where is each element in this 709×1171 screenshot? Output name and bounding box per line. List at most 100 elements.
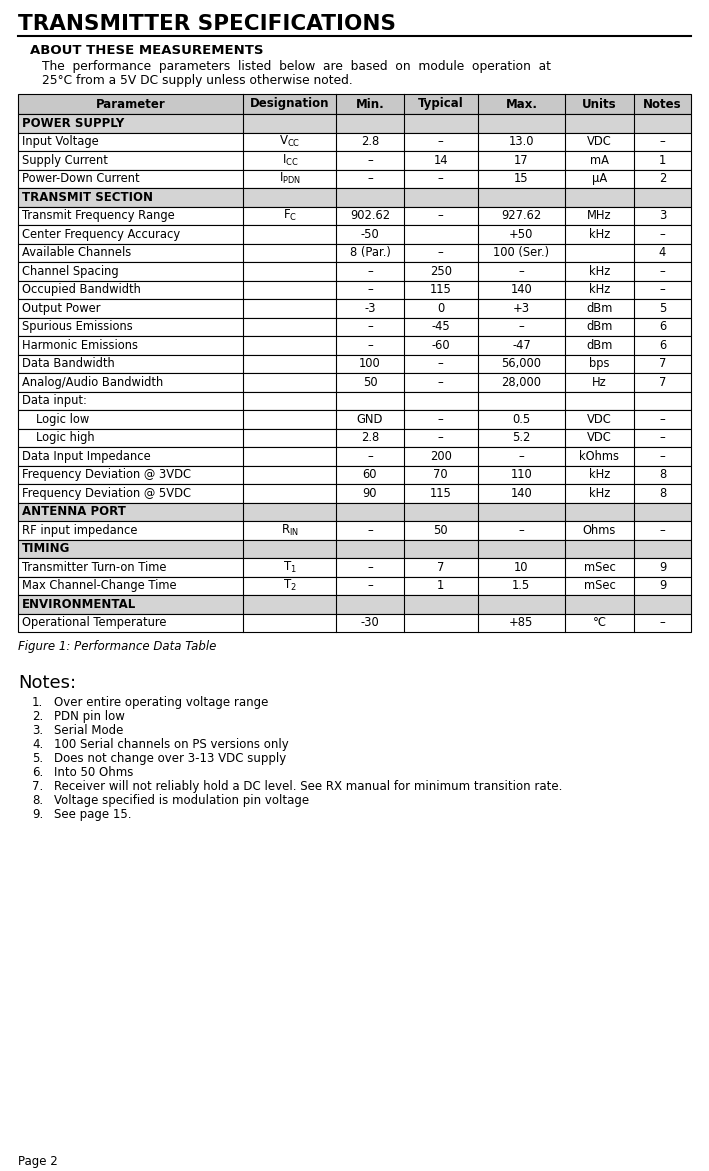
Bar (18, 447, 691, 466)
Text: 56,000: 56,000 (501, 357, 542, 370)
Text: TRANSMITTER SPECIFICATIONS: TRANSMITTER SPECIFICATIONS (18, 14, 396, 34)
Text: –: – (367, 320, 373, 334)
Text: 1: 1 (437, 580, 445, 593)
Text: –: – (367, 265, 373, 278)
Text: –: – (659, 412, 665, 426)
Text: -50: -50 (361, 227, 379, 241)
Text: TIMING: TIMING (22, 542, 70, 555)
Text: –: – (659, 523, 665, 536)
Bar (18, 189, 691, 206)
Bar (18, 281, 691, 299)
Text: 1: 1 (659, 153, 666, 166)
Text: 2: 2 (659, 172, 666, 185)
Text: –: – (367, 283, 373, 296)
Text: Receiver will not reliably hold a DC level. See RX manual for minimum transition: Receiver will not reliably hold a DC lev… (54, 780, 562, 793)
Text: 250: 250 (430, 265, 452, 278)
Text: Notes: Notes (643, 97, 682, 110)
Bar (18, 484, 691, 502)
Text: -30: -30 (361, 616, 379, 629)
Text: Designation: Designation (250, 97, 330, 110)
Text: Data Input Impedance: Data Input Impedance (22, 450, 151, 463)
Text: POWER SUPPLY: POWER SUPPLY (22, 117, 124, 130)
Text: $\mathrm{F}_{\mathrm{C}}$: $\mathrm{F}_{\mathrm{C}}$ (283, 208, 297, 224)
Text: Frequency Deviation @ 3VDC: Frequency Deviation @ 3VDC (22, 468, 191, 481)
Text: –: – (367, 450, 373, 463)
Text: 50: 50 (433, 523, 448, 536)
Text: µA: µA (592, 172, 607, 185)
Text: Input Voltage: Input Voltage (22, 135, 99, 149)
Text: 6: 6 (659, 320, 666, 334)
Text: 0.5: 0.5 (513, 412, 530, 426)
Text: 140: 140 (510, 487, 532, 500)
Text: Channel Spacing: Channel Spacing (22, 265, 118, 278)
Text: Analog/Audio Bandwidth: Analog/Audio Bandwidth (22, 376, 163, 389)
Text: 9.: 9. (32, 808, 43, 821)
Text: Min.: Min. (356, 97, 384, 110)
Text: dBm: dBm (586, 302, 613, 315)
Bar (18, 576, 691, 595)
Bar (18, 374, 691, 391)
Text: –: – (659, 431, 665, 444)
Bar (18, 614, 691, 632)
Text: PDN pin low: PDN pin low (54, 710, 125, 723)
Bar (18, 559, 691, 576)
Text: 100 Serial channels on PS versions only: 100 Serial channels on PS versions only (54, 738, 289, 751)
Text: Max Channel-Change Time: Max Channel-Change Time (22, 580, 177, 593)
Text: 2.8: 2.8 (361, 135, 379, 149)
Text: –: – (659, 135, 665, 149)
Bar (18, 466, 691, 484)
Text: VDC: VDC (587, 431, 612, 444)
Text: kHz: kHz (589, 468, 610, 481)
Text: 13.0: 13.0 (508, 135, 534, 149)
Text: Available Channels: Available Channels (22, 246, 131, 259)
Text: $\mathrm{V}_{\mathrm{CC}}$: $\mathrm{V}_{\mathrm{CC}}$ (279, 135, 301, 149)
Text: MHz: MHz (587, 210, 612, 222)
Bar (18, 521, 691, 540)
Text: –: – (518, 265, 524, 278)
Text: –: – (659, 227, 665, 241)
Text: Into 50 Ohms: Into 50 Ohms (54, 766, 133, 779)
Text: 10: 10 (514, 561, 529, 574)
Text: See page 15.: See page 15. (54, 808, 131, 821)
Text: Units: Units (582, 97, 617, 110)
Text: 8: 8 (659, 487, 666, 500)
Text: bps: bps (589, 357, 610, 370)
Bar (18, 391, 691, 410)
Text: –: – (437, 172, 444, 185)
Text: 100: 100 (359, 357, 381, 370)
Bar (18, 502, 691, 521)
Text: Serial Mode: Serial Mode (54, 724, 123, 737)
Text: –: – (437, 412, 444, 426)
Text: The  performance  parameters  listed  below  are  based  on  module  operation  : The performance parameters listed below … (42, 60, 551, 73)
Bar (18, 299, 691, 317)
Text: 6: 6 (659, 338, 666, 351)
Text: GND: GND (357, 412, 383, 426)
Text: Supply Current: Supply Current (22, 153, 108, 166)
Text: Ohms: Ohms (583, 523, 616, 536)
Text: 28,000: 28,000 (501, 376, 542, 389)
Text: 5: 5 (659, 302, 666, 315)
Text: –: – (367, 338, 373, 351)
Text: Operational Temperature: Operational Temperature (22, 616, 167, 629)
Text: 7: 7 (659, 357, 666, 370)
Text: kHz: kHz (589, 487, 610, 500)
Text: Frequency Deviation @ 5VDC: Frequency Deviation @ 5VDC (22, 487, 191, 500)
Text: 3.: 3. (32, 724, 43, 737)
Text: 25°C from a 5V DC supply unless otherwise noted.: 25°C from a 5V DC supply unless otherwis… (42, 74, 353, 87)
Text: 115: 115 (430, 283, 452, 296)
Text: Occupied Bandwidth: Occupied Bandwidth (22, 283, 141, 296)
Text: 1.: 1. (32, 696, 43, 708)
Text: -60: -60 (431, 338, 450, 351)
Text: –: – (367, 561, 373, 574)
Bar (18, 132, 691, 151)
Text: –: – (367, 172, 373, 185)
Text: –: – (437, 376, 444, 389)
Bar (18, 114, 691, 132)
Text: 100 (Ser.): 100 (Ser.) (493, 246, 549, 259)
Text: –: – (518, 523, 524, 536)
Text: Voltage specified is modulation pin voltage: Voltage specified is modulation pin volt… (54, 794, 309, 807)
Text: –: – (437, 135, 444, 149)
Text: $\mathrm{R}_{\mathrm{IN}}$: $\mathrm{R}_{\mathrm{IN}}$ (281, 522, 299, 537)
Text: +85: +85 (509, 616, 534, 629)
Text: 8 (Par.): 8 (Par.) (350, 246, 391, 259)
